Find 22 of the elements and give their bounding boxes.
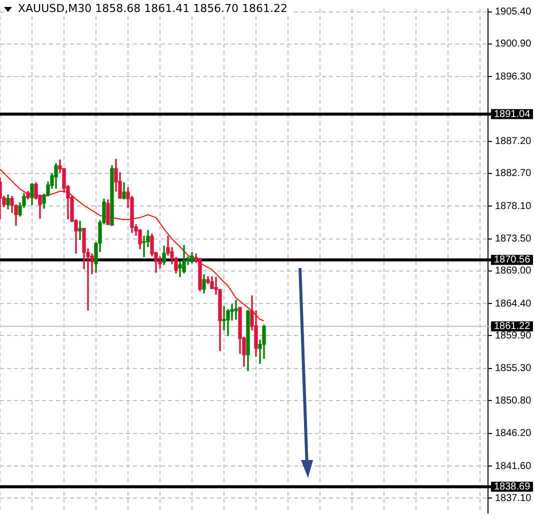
y-tick-label: 1878.10 [495, 200, 532, 212]
ref-line-label: 1838.69 [494, 481, 531, 492]
ref-line-label: 1861.22 [494, 321, 531, 332]
y-tick-label: 1869.00 [495, 266, 532, 277]
y-tick-label: 1837.10 [495, 492, 532, 504]
candlestick [78, 220, 82, 240]
y-tick-label: 1841.60 [495, 460, 532, 472]
y-tick-label: 1846.20 [495, 428, 532, 440]
y-tick-label: 1896.30 [495, 71, 532, 82]
chart-title: XAUUSD,M30 1858.68 1861.41 1856.70 1861.22 [4, 2, 291, 16]
y-tick-label: 1887.20 [495, 136, 532, 148]
y-tick-label: 1864.40 [495, 298, 532, 310]
y-tick-label: 1900.90 [495, 38, 532, 50]
y-tick-label: 1905.40 [495, 6, 532, 18]
y-tick-label: 1882.70 [495, 168, 532, 180]
y-tick-label: 1873.50 [495, 234, 532, 245]
ref-line-label: 1891.04 [494, 108, 531, 120]
y-tick-label: 1850.80 [495, 395, 532, 406]
y-tick-label: 1859.90 [495, 330, 532, 342]
ref-line-label: 1870.56 [494, 254, 531, 266]
candlestick [234, 300, 238, 320]
y-tick-label: 1855.30 [495, 363, 532, 374]
